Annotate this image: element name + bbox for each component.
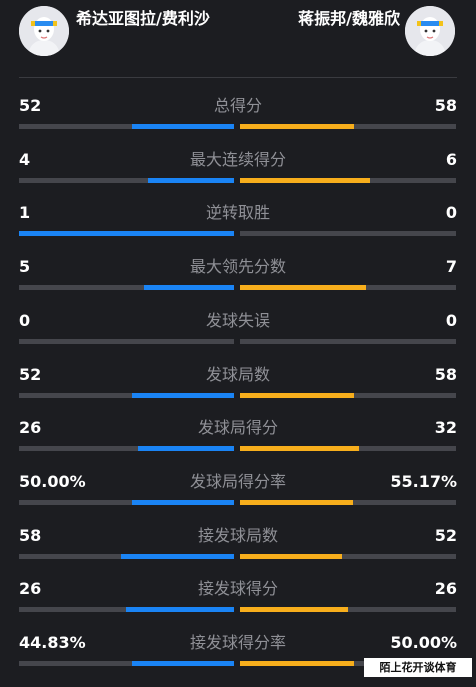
stat-label: 发球局数 (205, 365, 270, 384)
stat-label: 发球局得分率 (189, 472, 286, 491)
stat-right-bar-track (240, 285, 456, 290)
stat-left-value: 0 (19, 311, 31, 330)
stat-right-bar-track (240, 446, 456, 451)
stat-left-bar-fill (19, 231, 234, 236)
stat-right-bar-track (240, 231, 456, 236)
stat-right-value: 50.00% (390, 633, 457, 652)
stat-row: 发球局得分 26 32 (0, 418, 476, 472)
stat-right-bar-track (240, 554, 456, 559)
stat-label: 逆转取胜 (205, 203, 270, 222)
watermark: 陌上花开谈体育 (364, 658, 472, 677)
stat-left-bar-fill (148, 178, 234, 183)
stat-right-value: 32 (434, 418, 457, 437)
stat-right-bar-track (240, 339, 456, 344)
stat-right-value: 7 (445, 257, 457, 276)
stat-right-bar-track (240, 178, 456, 183)
stat-left-value: 58 (19, 526, 42, 545)
stat-left-bar-track (19, 231, 234, 236)
right-team-avatar[interactable] (405, 6, 455, 56)
stat-left-bar-track (19, 554, 234, 559)
stat-left-bar-fill (132, 500, 234, 505)
stat-label: 接发球局数 (197, 526, 278, 545)
stat-left-bar-track (19, 500, 234, 505)
stat-right-value: 0 (445, 311, 457, 330)
stat-left-bar-track (19, 178, 234, 183)
stat-right-bar-track (240, 661, 456, 666)
header-divider (19, 77, 457, 78)
stat-left-bar-track (19, 393, 234, 398)
stat-left-bar-fill (138, 446, 234, 451)
stat-row: 总得分 52 58 (0, 96, 476, 150)
stat-left-bar-track (19, 607, 234, 612)
stat-row: 接发球得分 26 26 (0, 579, 476, 633)
stat-left-bar-fill (126, 607, 234, 612)
stat-label: 最大连续得分 (189, 150, 286, 169)
stat-left-bar-track (19, 661, 234, 666)
stat-row: 接发球得分率 44.83% 50.00% (0, 633, 476, 687)
stat-right-value: 58 (434, 365, 457, 384)
stat-right-bar-fill (240, 178, 370, 183)
stat-right-bar-track (240, 393, 456, 398)
match-header: 希达亚图拉/费利沙 蒋振邦/魏雅欣 (0, 0, 476, 76)
stat-left-value: 5 (19, 257, 31, 276)
stat-left-bar-fill (144, 285, 234, 290)
stat-left-bar-fill (132, 124, 234, 129)
stat-label: 接发球得分 (197, 579, 278, 598)
stat-right-bar-fill (240, 124, 354, 129)
user-avatar-icon (405, 6, 455, 56)
stat-right-value: 52 (434, 526, 457, 545)
stat-left-value: 26 (19, 418, 42, 437)
stat-right-value: 58 (434, 96, 457, 115)
right-team-name[interactable]: 蒋振邦/魏雅欣 (298, 9, 400, 28)
stat-left-value: 1 (19, 203, 31, 222)
stat-right-value: 55.17% (390, 472, 457, 491)
stat-left-bar-fill (132, 393, 234, 398)
stat-right-bar-track (240, 124, 456, 129)
stat-right-bar-fill (240, 607, 348, 612)
stat-right-bar-fill (240, 554, 342, 559)
stat-left-bar-track (19, 124, 234, 129)
stat-label: 发球失误 (205, 311, 270, 330)
stat-left-value: 50.00% (19, 472, 86, 491)
stat-left-value: 26 (19, 579, 42, 598)
stat-row: 接发球局数 58 52 (0, 526, 476, 580)
stat-right-value: 6 (445, 150, 457, 169)
stat-left-value: 52 (19, 96, 42, 115)
stat-row: 发球局得分率 50.00% 55.17% (0, 472, 476, 526)
stat-right-bar-fill (240, 285, 366, 290)
stat-left-bar-track (19, 446, 234, 451)
stat-right-bar-fill (240, 500, 353, 505)
stat-label: 接发球得分率 (189, 633, 286, 652)
stat-left-bar-track (19, 339, 234, 344)
user-avatar-icon (19, 6, 69, 56)
left-team-avatar[interactable] (19, 6, 69, 56)
stat-row: 发球失误 0 0 (0, 311, 476, 365)
stat-left-value: 44.83% (19, 633, 86, 652)
stat-row: 最大连续得分 4 6 (0, 150, 476, 204)
left-team-name[interactable]: 希达亚图拉/费利沙 (76, 9, 210, 28)
stat-left-bar-fill (121, 554, 234, 559)
stat-row: 逆转取胜 1 0 (0, 203, 476, 257)
stat-left-value: 4 (19, 150, 31, 169)
stat-right-bar-track (240, 500, 456, 505)
stat-left-value: 52 (19, 365, 42, 384)
stat-right-value: 0 (445, 203, 457, 222)
stat-right-value: 26 (434, 579, 457, 598)
stat-right-bar-track (240, 607, 456, 612)
stat-right-bar-fill (240, 661, 354, 666)
stat-right-bar-fill (240, 393, 354, 398)
stat-label: 总得分 (213, 96, 262, 115)
stat-row: 发球局数 52 58 (0, 365, 476, 419)
stat-left-bar-fill (132, 661, 234, 666)
stat-label: 最大领先分数 (189, 257, 286, 276)
stat-right-bar-fill (240, 446, 359, 451)
stat-label: 发球局得分 (197, 418, 278, 437)
stat-left-bar-track (19, 285, 234, 290)
stat-row: 最大领先分数 5 7 (0, 257, 476, 311)
